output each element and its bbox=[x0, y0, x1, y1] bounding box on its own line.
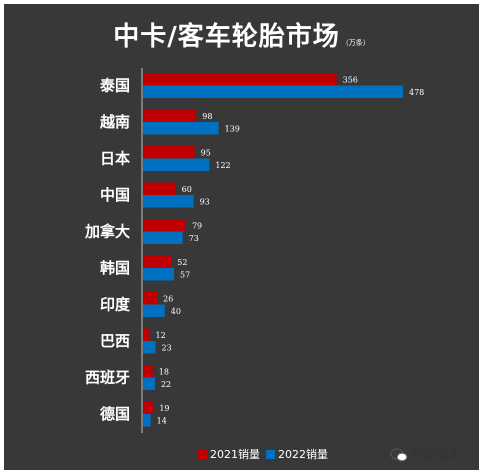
data-label: 18 bbox=[159, 367, 169, 376]
legend-label-2022: 2022销量 bbox=[278, 448, 328, 461]
data-label: 60 bbox=[182, 185, 192, 194]
legend-swatch-2021 bbox=[198, 449, 207, 459]
data-label: 14 bbox=[157, 416, 167, 425]
chart-title-block: 中卡/客车轮胎市场 （万条） bbox=[4, 16, 479, 53]
category-label: 加拿大 bbox=[84, 223, 130, 241]
category-label: 韩国 bbox=[100, 259, 130, 277]
bar-2022 bbox=[143, 341, 156, 354]
bar-2022 bbox=[143, 414, 151, 427]
category-label: 中国 bbox=[100, 186, 130, 204]
bar-2021 bbox=[143, 146, 195, 159]
watermark-text: 轮胎商业 bbox=[412, 448, 461, 462]
data-label: 19 bbox=[159, 404, 169, 413]
category-label: 日本 bbox=[100, 150, 130, 168]
legend-item-2021: 2021销量 bbox=[198, 446, 260, 462]
data-label: 12 bbox=[156, 331, 166, 340]
bar-2022 bbox=[143, 304, 165, 317]
bar-2021 bbox=[143, 255, 172, 268]
category-label: 德国 bbox=[100, 405, 130, 423]
data-label: 95 bbox=[201, 148, 211, 157]
bar-2021 bbox=[143, 109, 197, 122]
legend-item-2022: 2022销量 bbox=[266, 446, 328, 462]
bar-2022 bbox=[143, 195, 194, 208]
bar-2021 bbox=[143, 292, 158, 305]
legend-swatch-2022 bbox=[266, 449, 275, 459]
watermark: 轮胎商业 bbox=[390, 446, 460, 463]
data-label: 79 bbox=[192, 221, 202, 230]
bar-2021 bbox=[143, 73, 337, 86]
bar-2021 bbox=[143, 182, 176, 195]
legend-label-2021: 2021销量 bbox=[210, 448, 260, 461]
unit-label: （万条） bbox=[341, 39, 370, 47]
bar-2022 bbox=[143, 377, 155, 390]
bar-2021 bbox=[143, 401, 154, 414]
chart-title: 中卡/客车轮胎市场 bbox=[113, 22, 340, 52]
bar-2022 bbox=[143, 158, 210, 171]
wechat-icon bbox=[390, 447, 408, 462]
data-label: 57 bbox=[180, 270, 190, 279]
data-label: 73 bbox=[189, 234, 199, 243]
bar-2021 bbox=[143, 219, 186, 232]
bar-2022 bbox=[143, 85, 403, 98]
data-label: 122 bbox=[215, 161, 230, 170]
data-label: 26 bbox=[163, 294, 173, 303]
data-label: 139 bbox=[225, 124, 240, 133]
category-label: 泰国 bbox=[99, 77, 130, 95]
bar-2022 bbox=[143, 122, 219, 135]
data-label: 22 bbox=[161, 380, 171, 389]
data-label: 40 bbox=[171, 307, 181, 316]
data-label: 478 bbox=[409, 88, 424, 97]
bar-2021 bbox=[143, 328, 150, 341]
data-label: 356 bbox=[343, 75, 358, 84]
chart-legend: 2021销量 2022销量 bbox=[198, 446, 334, 462]
data-label: 52 bbox=[177, 258, 187, 267]
bar-2022 bbox=[143, 268, 175, 281]
category-label: 越南 bbox=[99, 113, 130, 131]
data-label: 93 bbox=[200, 197, 210, 206]
category-label: 印度 bbox=[100, 296, 131, 314]
category-label: 西班牙 bbox=[85, 369, 130, 387]
data-label: 23 bbox=[162, 343, 172, 352]
bar-2022 bbox=[143, 231, 183, 244]
category-label: 巴西 bbox=[100, 332, 130, 350]
bar-2021 bbox=[143, 365, 153, 378]
data-label: 98 bbox=[202, 112, 212, 121]
